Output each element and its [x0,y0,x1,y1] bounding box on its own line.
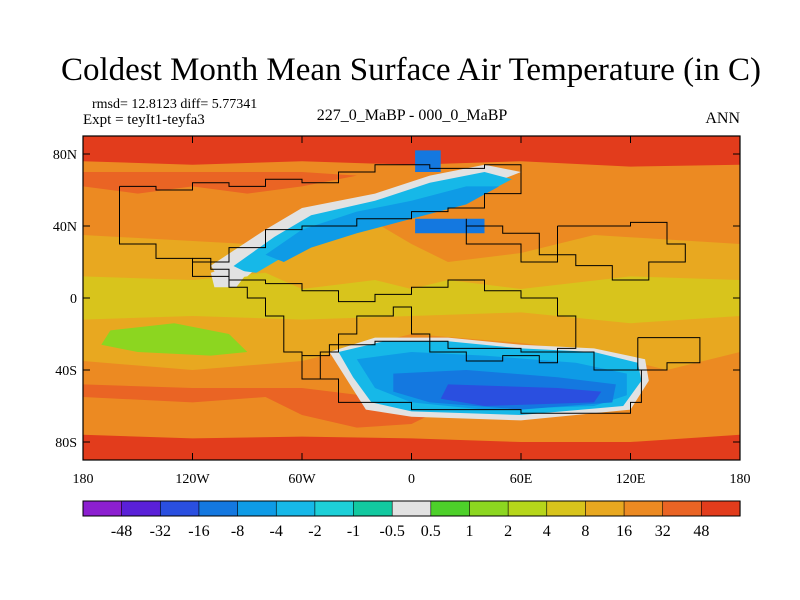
x-tick-label: 60W [288,472,316,487]
season-label: ANN [705,110,740,127]
colorbar-label: 48 [693,523,709,540]
continent-outline-3 [465,218,558,263]
region-greenland-block [415,150,441,172]
region-n-hemisphere-cold-inner [265,186,500,262]
x-tick-label: 0 [408,472,415,487]
map-axes: 180 120W 60W 0 60E 120E 180 80N 40N 0 40S 80S [53,136,751,487]
colorbar-swatch [198,500,239,517]
expt-line: Expt = teyIt1-teyfa3 [83,112,205,128]
colorbar-swatch [391,500,432,517]
stats-line: rmsd= 12.8123 diff= 5.77341 [92,97,257,112]
continent-outlines [119,164,701,414]
colorbar-swatch [353,500,393,517]
y-tick-label: 0 [70,292,77,307]
y-tick-label: 40S [55,364,77,379]
x-tick-label: 180 [73,472,94,487]
region-equatorial-yellow [83,272,740,324]
x-tick-label: 60E [510,472,533,487]
colorbar-label: -4 [270,523,283,540]
y-tick-label: 40N [53,220,77,235]
colorbar-swatch [430,500,471,517]
colorbar-label: 4 [543,523,551,540]
colorbar-label: -0.5 [380,523,405,540]
continent-outline-2 [301,340,642,414]
colorbar-label: 2 [504,523,512,540]
colorbar-swatch [82,500,123,517]
continent-outline-4 [557,221,686,281]
region-south-ocean-red [83,384,448,428]
colorbar-swatch [662,500,702,517]
region-polar-red-north [83,136,740,167]
x-tick-label: 120W [175,472,210,487]
colorbar-swatch [121,500,161,517]
colorbar-swatch [469,500,509,517]
continent-outline-0 [119,164,522,263]
region-polar-red-south [83,434,740,460]
colorbar-swatch [275,500,316,517]
colorbar-label: 32 [655,523,671,540]
colorbar-label: 8 [581,523,589,540]
x-tick-label: 180 [730,472,751,487]
chart-title: Coldest Month Mean Surface Air Temperatu… [61,52,761,88]
colorbar-swatch [701,500,741,517]
colorbar-label: 16 [616,523,632,540]
colorbar-frame [82,500,741,517]
colorbar-swatch [546,500,587,517]
x-tick-label: 120E [616,472,646,487]
colorbar-label: -16 [188,523,209,540]
colorbar-label: -48 [111,523,132,540]
colorbar-label: -2 [308,523,321,540]
continent-outline-1 [192,257,577,380]
colorbar-label: -8 [231,523,244,540]
colorbar-swatch [623,500,664,517]
continent-outline-5 [637,337,701,371]
y-tick-label: 80S [55,436,77,451]
colorbar-swatch [585,500,625,517]
colorbar-swatch [314,500,355,517]
region-european-block [415,218,485,234]
colorbar-swatch [507,500,548,517]
region-s-hemisphere-core [440,384,602,406]
temperature-field [83,136,740,460]
region-west-pacific-green [101,323,248,356]
colorbar-label: -32 [150,523,171,540]
colorbar-label: 0.5 [421,523,441,540]
colorbar: -48 -32 -16 -8 -4 -2 -1 -0.5 0.5 1 2 4 8 16 32 48 [82,500,741,540]
y-tick-label: 80N [53,148,77,163]
colorbar-swatch [237,500,277,517]
colorbar-swatch [159,500,200,517]
colorbar-label: 1 [466,523,474,540]
subtitle-center: 227_0_MaBP - 000_0_MaBP [317,107,508,124]
colorbar-label: -1 [347,523,360,540]
